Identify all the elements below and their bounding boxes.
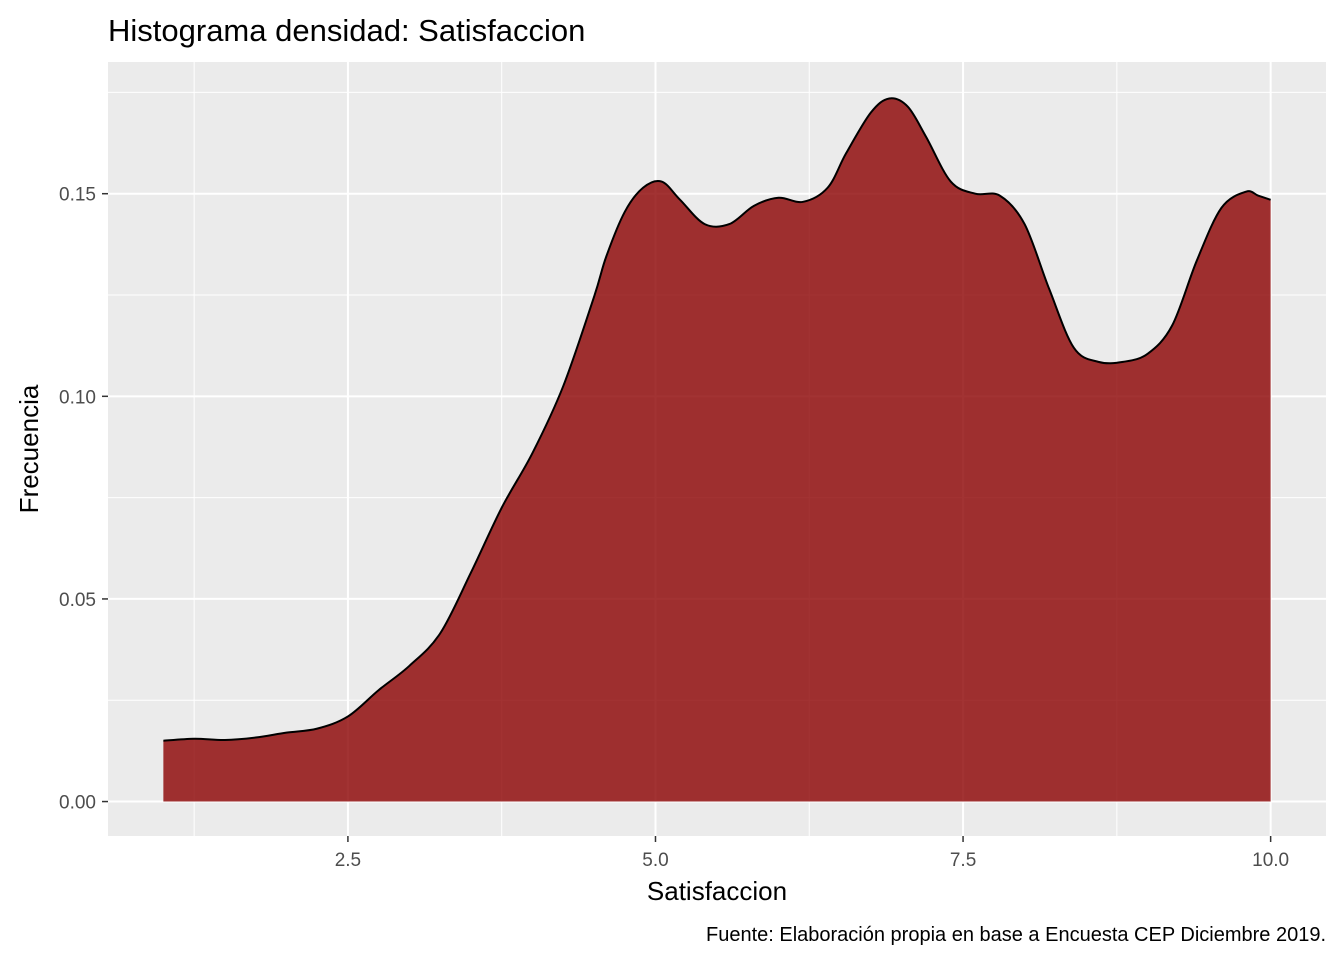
y-tick-label: 0.00 (59, 793, 96, 814)
y-tick-label: 0.10 (59, 387, 96, 408)
y-axis: 0.00 0.05 0.10 0.15 (59, 185, 108, 814)
y-tick-label: 0.05 (59, 590, 96, 611)
x-tick-label: 2.5 (335, 850, 361, 871)
x-tick-label: 7.5 (950, 850, 976, 871)
x-tick-label: 5.0 (642, 850, 668, 871)
chart-title: Histograma densidad: Satisfaccion (108, 13, 585, 48)
y-tick-label: 0.15 (59, 185, 96, 206)
x-axis-title: Satisfaccion (647, 876, 787, 906)
x-axis: 2.5 5.0 7.5 10.0 (335, 836, 1289, 871)
source-caption: Fuente: Elaboración propia en base a Enc… (706, 924, 1326, 946)
x-tick-label: 10.0 (1252, 850, 1289, 871)
density-area (163, 98, 1271, 802)
density-outline (163, 97, 1271, 742)
y-axis-title: Frecuencia (14, 384, 44, 513)
